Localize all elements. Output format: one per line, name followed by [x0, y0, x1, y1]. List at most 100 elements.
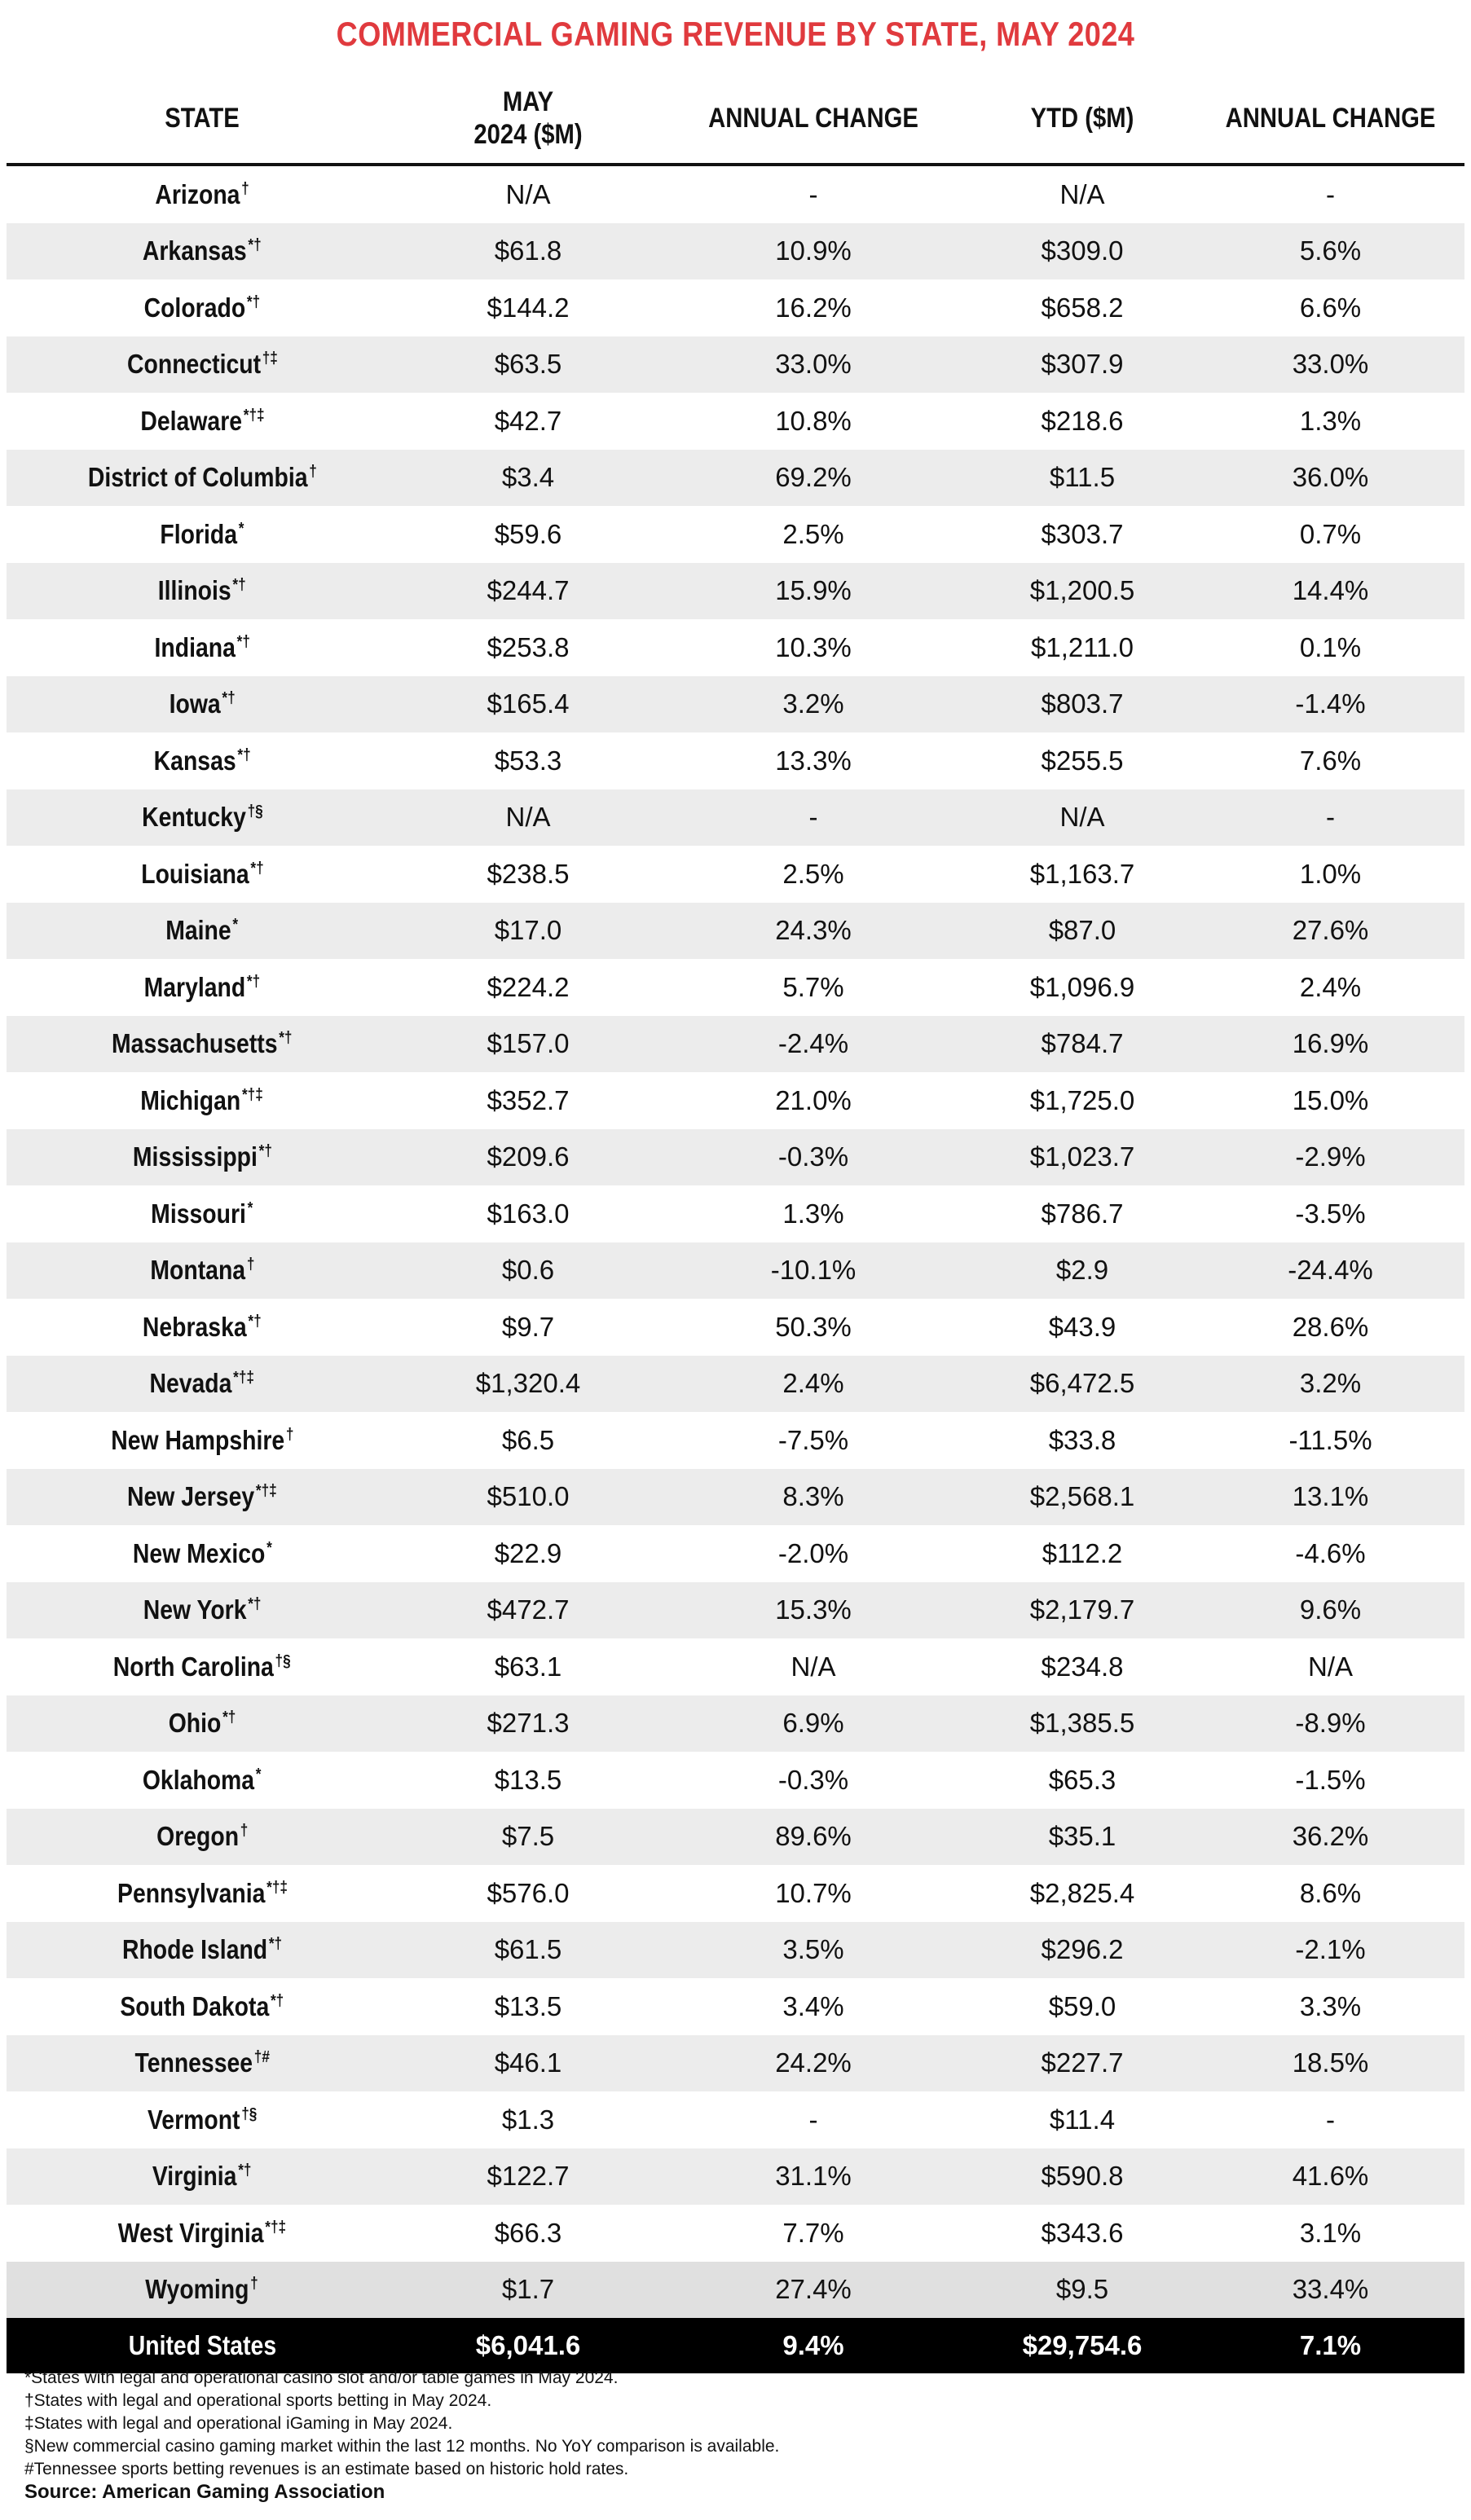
table-row: Mississippi*† $209.6 -0.3% $1,023.7 -2.9%	[7, 1128, 1464, 1185]
header-annual-change-ytd: ANNUAL CHANGE	[1225, 103, 1436, 134]
cell-ytd-change: -4.6%	[1295, 1537, 1366, 1568]
header-may-2024: MAY 2024 ($M)	[416, 73, 640, 163]
cell-may: $17.0	[494, 915, 562, 946]
cell-state: Tennessee†#	[7, 2035, 398, 2092]
table-row: Maryland*† $224.2 5.7% $1,096.9 2.4%	[7, 959, 1464, 1016]
footnote: #Tennessee sports betting revenues is an…	[24, 2460, 629, 2478]
cell-ytd: $65.3	[1048, 1764, 1116, 1795]
cell-annual-change: 15.3%	[775, 1594, 852, 1625]
cell-ytd: $43.9	[1048, 1311, 1116, 1342]
cell-ytd-change: 13.1%	[1292, 1481, 1369, 1512]
state-name: Arkansas	[143, 235, 247, 266]
table-row: Iowa*† $165.4 3.2% $803.7 -1.4%	[7, 675, 1464, 732]
cell-annual-change: 15.9%	[775, 575, 852, 606]
cell-ytd-change: -24.4%	[1288, 1255, 1373, 1286]
state-footnote-marks: *	[232, 916, 239, 935]
state-name: Florida	[160, 518, 238, 549]
cell-state: Colorado*†	[7, 279, 398, 336]
cell-may: $42.7	[494, 405, 562, 436]
cell-ytd: $590.8	[1041, 2161, 1124, 2192]
cell-state: New Mexico*	[7, 1525, 398, 1582]
cell-may: $244.7	[487, 575, 570, 606]
state-footnote-marks: *†	[222, 689, 236, 708]
table-row: Rhode Island*† $61.5 3.5% $296.2 -2.1%	[7, 1921, 1464, 1978]
cell-may: $1,320.4	[475, 1368, 581, 1399]
state-name: New York	[143, 1594, 247, 1625]
cell-ytd: $1,023.7	[1029, 1141, 1135, 1172]
cell-may: $163.0	[487, 1198, 570, 1229]
cell-annual-change: 13.3%	[775, 745, 852, 776]
state-footnote-marks: *†	[236, 632, 250, 651]
table-row: Illinois*† $244.7 15.9% $1,200.5 14.4%	[7, 562, 1464, 619]
cell-ytd: $87.0	[1048, 915, 1116, 946]
footnote: ‡States with legal and operational iGami…	[24, 2414, 453, 2433]
cell-annual-change: 24.3%	[775, 915, 852, 946]
cell-ytd-change: 36.0%	[1292, 462, 1369, 493]
state-name: New Mexico	[132, 1537, 266, 1568]
state-name: Virginia	[152, 2161, 237, 2192]
state-footnote-marks: *	[247, 1198, 253, 1217]
state-footnote-marks: †	[308, 463, 317, 482]
cell-ytd-change: 27.6%	[1292, 915, 1369, 946]
cell-may: $3.4	[501, 462, 555, 493]
cell-state: Nebraska*†	[7, 1299, 398, 1356]
cell-ytd: $1,211.0	[1030, 631, 1134, 662]
cell-annual-change: -2.0%	[777, 1537, 849, 1568]
state-footnote-marks: †	[240, 1822, 249, 1841]
state-name: Louisiana	[140, 858, 249, 889]
revenue-table: STATE MAY 2024 ($M) ANNUAL CHANGE YTD ($…	[7, 73, 1464, 2373]
cell-annual-change: 21.0%	[775, 1084, 852, 1115]
cell-may: $61.8	[494, 235, 562, 266]
state-name: District of Columbia	[87, 462, 308, 493]
table-body: Arizona† N/A - N/A - Arkansas*† $61.8 10.9% $309…	[7, 166, 1464, 2318]
cell-ytd: $296.2	[1041, 1934, 1124, 1965]
cell-ytd-change: -2.1%	[1295, 1934, 1366, 1965]
cell-may: $46.1	[494, 2047, 562, 2078]
state-name: Mississippi	[132, 1141, 258, 1172]
cell-may: $576.0	[487, 1877, 570, 1908]
state-footnote-marks: *†	[237, 745, 251, 764]
table-row: Virginia*† $122.7 31.1% $590.8 41.6%	[7, 2148, 1464, 2205]
cell-ytd-change: -1.5%	[1295, 1764, 1366, 1795]
cell-ytd-change: 33.4%	[1292, 2274, 1369, 2305]
state-name: Connecticut	[126, 349, 261, 380]
cell-ytd-change: 8.6%	[1299, 1877, 1362, 1908]
header-may-line1: MAY	[502, 86, 554, 117]
state-name: Montana	[150, 1255, 245, 1286]
state-footnote-marks: *	[238, 519, 244, 538]
cell-state: Michigan*†‡	[7, 1072, 398, 1129]
state-name: West Virginia	[117, 2217, 264, 2248]
cell-state: Ohio*†	[7, 1695, 398, 1753]
cell-may: $253.8	[487, 631, 570, 662]
table-row: Louisiana*† $238.5 2.5% $1,163.7 1.0%	[7, 846, 1464, 903]
state-footnote-marks: *†‡	[265, 2218, 287, 2236]
source-line: Source: American Gaming Association	[24, 2481, 385, 2503]
cell-ytd: $6,472.5	[1029, 1368, 1135, 1399]
cell-annual-change: 10.9%	[775, 235, 852, 266]
cell-may: $224.2	[487, 971, 570, 1002]
table-row: Michigan*†‡ $352.7 21.0% $1,725.0 15.0%	[7, 1072, 1464, 1129]
cell-may: $157.0	[487, 1028, 570, 1059]
state-name: Nebraska	[143, 1311, 247, 1342]
cell-state: Indiana*†	[7, 619, 398, 676]
cell-state: New Jersey*†‡	[7, 1469, 398, 1526]
table-row: Montana† $0.6 -10.1% $2.9 -24.4%	[7, 1242, 1464, 1299]
table-row: Oklahoma* $13.5 -0.3% $65.3 -1.5%	[7, 1752, 1464, 1809]
cell-may: $472.7	[487, 1594, 570, 1625]
state-footnote-marks: †§	[247, 803, 263, 821]
state-name: Ohio	[168, 1708, 222, 1739]
cell-annual-change: 3.4%	[782, 1990, 844, 2021]
header-state: STATE	[165, 103, 240, 134]
table-row: Oregon† $7.5 89.6% $35.1 36.2%	[7, 1808, 1464, 1865]
footnote: †States with legal and operational sport…	[24, 2391, 492, 2410]
cell-may: $59.6	[494, 518, 562, 549]
table-row: New York*† $472.7 15.3% $2,179.7 9.6%	[7, 1581, 1464, 1638]
cell-ytd-change: 33.0%	[1292, 349, 1369, 380]
table-row: Ohio*† $271.3 6.9% $1,385.5 -8.9%	[7, 1695, 1464, 1753]
cell-annual-change: 16.2%	[775, 292, 852, 323]
cell-annual-change: 8.3%	[782, 1481, 844, 1512]
cell-state: North Carolina†§	[7, 1638, 398, 1695]
state-footnote-marks: *†	[279, 1029, 293, 1048]
state-footnote-marks: *†	[238, 2162, 252, 2180]
cell-ytd-change: 16.9%	[1292, 1028, 1369, 1059]
